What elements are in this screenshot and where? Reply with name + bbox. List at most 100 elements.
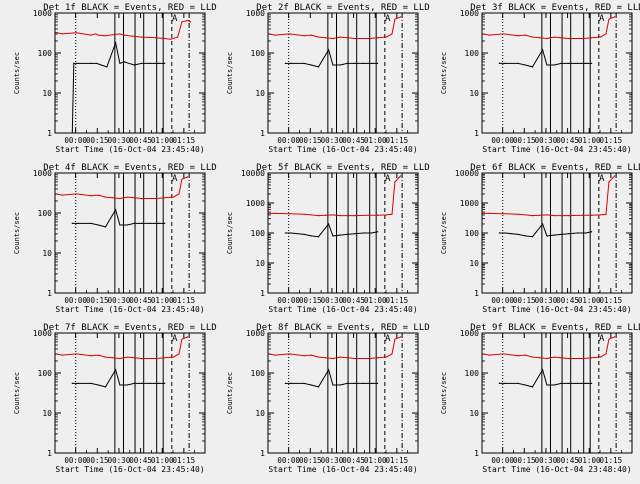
lld-point	[317, 215, 320, 217]
lld-point	[155, 37, 157, 39]
events-point	[123, 61, 125, 63]
y-tick-label: 100	[465, 49, 480, 58]
lld-point	[178, 193, 180, 195]
y-axis-label: Counts/sec	[226, 52, 234, 94]
events-point	[158, 62, 160, 64]
lld-point	[310, 34, 312, 36]
x-tick-label: 01:00	[151, 296, 174, 305]
x-tick-label: 01:15	[600, 296, 623, 305]
lld-point	[76, 193, 78, 195]
events-point	[353, 62, 356, 64]
annotation-label: A	[172, 334, 178, 344]
lld-point	[332, 357, 334, 360]
events-point	[164, 382, 166, 384]
detector-panel: Det 9f BLACK = Events, RED = LLD Counts/s…	[440, 323, 640, 474]
events-point	[106, 66, 108, 68]
lld-point	[104, 356, 107, 358]
x-tick-label: 00:15	[513, 296, 536, 305]
events-point	[90, 62, 92, 64]
lld-point	[187, 176, 189, 178]
lld-point	[61, 194, 63, 196]
annotation-label: A	[385, 334, 391, 344]
lld-point	[488, 212, 490, 215]
events-point	[97, 224, 99, 226]
x-tick-label: 00:15	[513, 456, 536, 465]
plot-frame	[481, 12, 633, 134]
lld-point	[567, 357, 570, 360]
lld-point	[97, 194, 99, 196]
x-axis-label: Start Time (16-Oct-04 23:45:40)	[55, 305, 204, 314]
x-tick-label: 01:00	[364, 136, 387, 145]
events-point	[541, 49, 544, 51]
events-point	[119, 224, 121, 226]
panel-title: Det 1f BLACK = Events, RED = LLD	[43, 3, 216, 13]
events-point	[504, 232, 506, 234]
events-point	[96, 62, 98, 64]
x-tick-label: 00:15	[86, 456, 109, 465]
events-point	[546, 235, 548, 237]
lld-point	[133, 357, 135, 359]
x-tick-label: 01:15	[600, 136, 623, 145]
y-tick-label: 10000	[241, 169, 265, 178]
plot-frame	[267, 172, 419, 294]
lld-point	[353, 215, 356, 217]
events-point	[346, 233, 348, 235]
lld-point	[126, 196, 128, 198]
events-point	[546, 64, 548, 66]
events-point	[541, 369, 544, 371]
events-point	[77, 382, 79, 384]
events-point	[284, 382, 286, 384]
events-point	[77, 222, 79, 224]
events-point	[114, 209, 117, 211]
x-tick-label: 00:30	[108, 456, 131, 465]
lld-point	[289, 353, 291, 355]
lld-point	[582, 214, 584, 216]
events-point	[553, 384, 555, 386]
x-tick-label: 00:15	[513, 136, 536, 145]
lld-point	[377, 357, 379, 359]
lld-point	[394, 18, 396, 20]
x-tick-label: 00:15	[86, 136, 109, 145]
events-point	[524, 64, 526, 66]
lld-series-line	[482, 16, 615, 40]
panel-title: Det 3f BLACK = Events, RED = LLD	[470, 3, 640, 13]
annotation-label: A	[172, 174, 178, 184]
lld-point	[155, 197, 157, 200]
lld-point	[546, 214, 548, 216]
lld-point	[303, 213, 305, 215]
y-tick-label: 1	[260, 449, 265, 458]
events-point	[310, 384, 312, 386]
lld-point	[181, 21, 183, 23]
y-tick-label: 1000	[246, 329, 265, 338]
lld-point	[531, 356, 534, 358]
events-point	[377, 382, 379, 384]
lld-point	[539, 214, 541, 216]
events-point	[591, 231, 593, 233]
lld-point	[560, 357, 562, 359]
events-point	[567, 62, 570, 64]
events-point	[71, 382, 73, 384]
events-point	[317, 236, 320, 238]
x-tick-label: 00:15	[299, 296, 322, 305]
y-tick-label: 100	[38, 369, 53, 378]
y-tick-label: 100	[251, 229, 266, 238]
events-point	[140, 382, 143, 384]
events-point	[317, 66, 320, 68]
detector-panel: Det 3f BLACK = Events, RED = LLD Counts/s…	[440, 3, 640, 154]
lld-point	[400, 175, 402, 177]
y-tick-label: 1000	[246, 9, 265, 18]
y-axis-label: Counts/sec	[226, 372, 234, 414]
lld-point	[591, 37, 593, 39]
lld-point	[189, 21, 192, 23]
y-tick-label: 10	[469, 409, 479, 418]
lld-point	[90, 195, 92, 197]
lld-point	[539, 357, 541, 359]
y-tick-label: 1	[474, 129, 479, 138]
events-point	[114, 42, 117, 44]
events-point	[346, 62, 348, 64]
x-tick-label: 00:00	[64, 456, 87, 465]
lld-point	[394, 338, 396, 340]
events-series-line	[285, 368, 378, 388]
lld-point	[582, 357, 584, 360]
y-tick-label: 10	[255, 89, 265, 98]
